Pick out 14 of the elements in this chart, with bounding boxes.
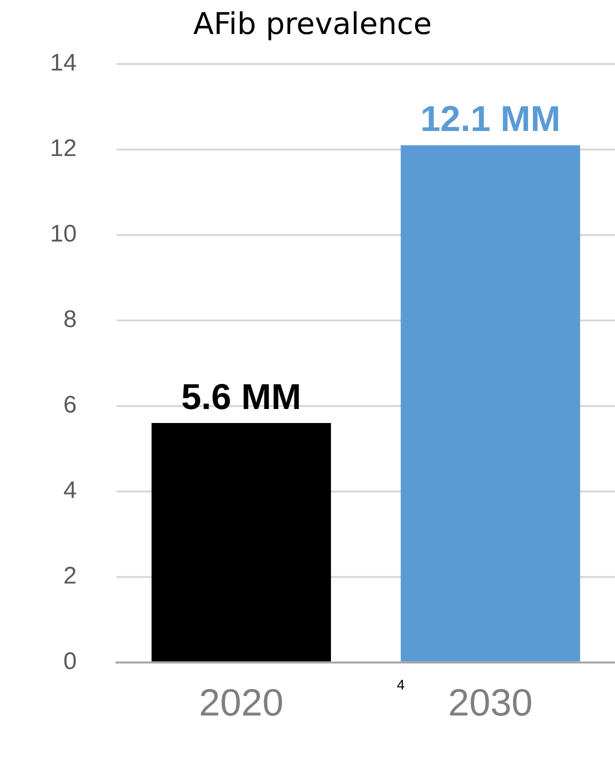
x-tick-label: 2030: [448, 682, 533, 725]
data-label: 12.1 MM: [420, 98, 560, 140]
y-tick-label: 4: [63, 477, 77, 504]
data-label: 5.6 MM: [181, 376, 302, 417]
chart-title: AFib prevalence: [193, 6, 432, 42]
y-tick-label: 10: [50, 220, 77, 248]
y-tick-label: 12: [50, 135, 77, 162]
x-tick-label: 2020: [199, 682, 284, 725]
y-tick-label: 8: [63, 306, 77, 334]
y-tick-label: 6: [63, 392, 77, 419]
text: 4: [396, 676, 405, 692]
y-tick-label: 14: [50, 50, 77, 77]
y-tick-label: 0: [63, 648, 77, 676]
y-tick-label: 2: [63, 562, 77, 590]
